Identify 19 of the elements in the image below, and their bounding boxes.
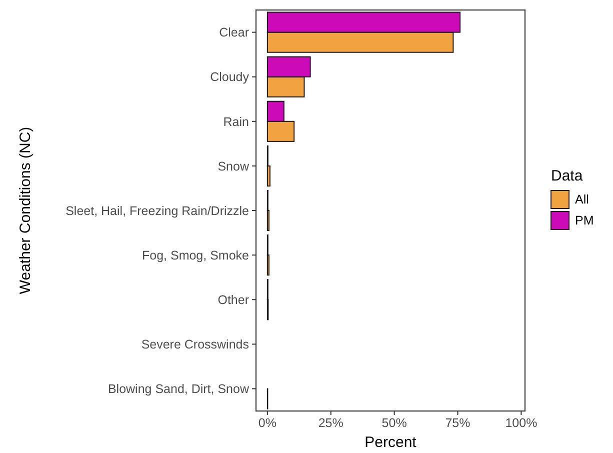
y-tick-label: Blowing Sand, Dirt, Snow: [108, 382, 250, 396]
x-tick-label: 75%: [445, 416, 470, 430]
y-tick-label: Cloudy: [210, 70, 250, 84]
legend-title: Data: [551, 168, 584, 184]
x-tick-label: 100%: [505, 416, 538, 430]
y-tick-label: Severe Crosswinds: [141, 338, 249, 352]
legend-label: All: [575, 192, 589, 206]
x-axis-title: Percent: [364, 434, 418, 451]
y-tick-label: Clear: [219, 26, 249, 40]
x-tick-label: 0%: [258, 416, 276, 430]
y-tick-label: Rain: [223, 114, 250, 129]
y-tick-label: Snow: [218, 159, 250, 174]
y-axis-title: Weather Conditions (NC): [17, 126, 34, 294]
legend-label: PM: [575, 214, 594, 228]
x-tick-label: 25%: [318, 416, 344, 430]
y-tick-label: Other: [218, 292, 249, 307]
x-tick-label: 50%: [382, 416, 407, 430]
y-tick-label: Sleet, Hail, Freezing Rain/Drizzle: [66, 204, 250, 218]
y-tick-label: Fog, Smog, Smoke: [142, 248, 250, 262]
